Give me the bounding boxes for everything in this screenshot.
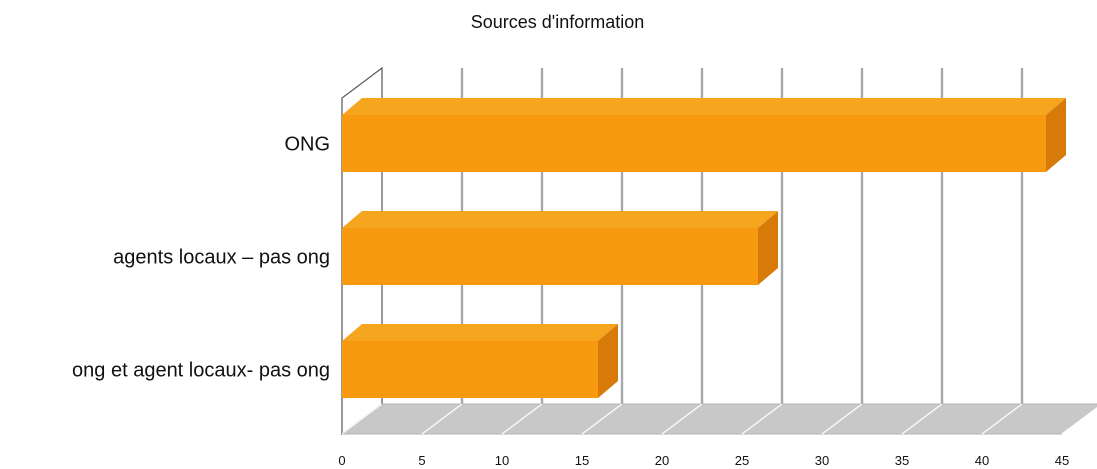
bar-side-face (1046, 98, 1066, 172)
bar-top-face (342, 211, 778, 228)
category-label: ONG (284, 134, 330, 156)
x-tick-label: 10 (495, 453, 509, 468)
x-tick-label: 15 (575, 453, 589, 468)
bar-top-face (342, 324, 618, 341)
floor-gridline (501, 403, 543, 435)
floor-gridline (821, 403, 863, 435)
bar-side-face (598, 324, 618, 398)
floor-gridline (421, 403, 463, 435)
bar-front-face (342, 115, 1046, 172)
floor-gridline (341, 403, 383, 435)
x-tick-label: 45 (1055, 453, 1069, 468)
bar-side-face (758, 211, 778, 285)
bars (342, 98, 1066, 398)
x-axis-ticks: 0 5 10 15 20 25 30 35 40 45 (338, 453, 1069, 468)
chart-title: Sources d'information (470, 12, 645, 32)
x-tick-label: 40 (975, 453, 989, 468)
floor-gridline (1061, 407, 1097, 435)
x-tick-label: 30 (815, 453, 829, 468)
floor-gridline (581, 403, 623, 435)
category-label: agents locaux – pas ong (113, 247, 330, 269)
x-tick-label: 35 (895, 453, 909, 468)
x-tick-label: 20 (655, 453, 669, 468)
bar (342, 324, 618, 398)
bar-front-face (342, 228, 758, 285)
bar-top-face (342, 98, 1066, 115)
floor-gridline (661, 403, 703, 435)
bar-front-face (342, 341, 598, 398)
bar (342, 98, 1066, 172)
x-tick-label: 25 (735, 453, 749, 468)
category-labels: ONG agents locaux – pas ong ong et agent l… (72, 134, 330, 382)
floor-gridline (981, 403, 1023, 435)
category-label: ong et agent locaux- pas ong (72, 360, 330, 382)
x-tick-label: 5 (418, 453, 425, 468)
floor-gridline (901, 403, 943, 435)
bar (342, 211, 778, 285)
floor-gridline (741, 403, 783, 435)
x-tick-label: 0 (338, 453, 345, 468)
